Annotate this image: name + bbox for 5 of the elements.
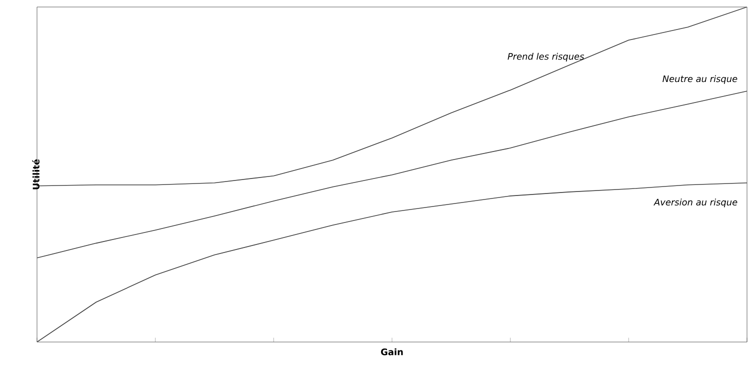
series-label: Neutre au risque bbox=[662, 75, 738, 84]
x-axis-title: Gain bbox=[381, 348, 403, 356]
y-axis-title: Utilité bbox=[32, 159, 40, 190]
series-label: Aversion au risque bbox=[654, 198, 738, 208]
series-label: Prend les risques bbox=[508, 52, 584, 62]
